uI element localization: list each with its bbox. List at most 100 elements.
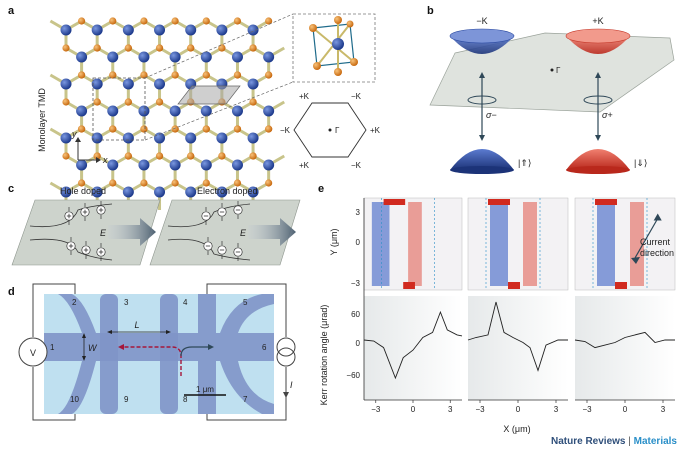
metal-atom — [122, 24, 134, 36]
kerr-profile-line — [467, 301, 568, 372]
chalcogen-atom — [265, 179, 273, 187]
panel-b-label: b — [427, 5, 434, 17]
y-ticks: 3 0 −3 — [351, 208, 361, 288]
metal-atom — [263, 105, 275, 117]
current-source-wire — [206, 283, 287, 337]
bz-label-bottom-left: +K — [299, 161, 310, 170]
brillouin-plane — [429, 32, 675, 113]
chalcogen-atom — [218, 44, 226, 52]
metal-atom — [263, 51, 275, 63]
chalcogen-atom — [265, 125, 273, 133]
metal-atom — [216, 132, 228, 144]
chalcogen-atom — [109, 71, 117, 79]
hole-doped-label: Hole doped — [60, 186, 106, 196]
contact-1: 1 — [50, 343, 55, 352]
chalcogen-atom — [77, 17, 86, 25]
chalcogen-atom — [140, 71, 148, 79]
publisher-name: Nature Reviews — [551, 436, 626, 447]
chalcogen-atom — [171, 179, 179, 187]
metal-atom — [107, 159, 119, 171]
x-tick-label: 0 — [516, 405, 521, 414]
metal-atom — [122, 78, 134, 90]
metal-atom — [247, 186, 259, 198]
metal-atom — [247, 24, 259, 36]
kerr-axis-title: Kerr rotation angle (μrad) — [319, 305, 329, 406]
metal-atom — [200, 105, 212, 117]
plus-k-valley-rim — [565, 28, 631, 44]
unit-cell-box — [92, 77, 146, 141]
metal-atom — [76, 51, 88, 63]
projection-line — [144, 81, 294, 141]
xy-axes: x y — [71, 129, 108, 165]
journal-name: Materials — [633, 436, 677, 447]
metal-atom — [185, 24, 197, 36]
kerr-signal-positive — [523, 202, 537, 286]
kerr-tick-minus60: −60 — [346, 371, 360, 380]
minus-k-label: −K — [476, 16, 487, 26]
metal-atom — [154, 78, 166, 90]
panel-d: d 2 3 4 5 1 6 10 9 8 7 V — [8, 283, 296, 421]
panel-e: e Y (μm) Kerr rotation angle (μrad) 3 0 … — [318, 183, 676, 434]
voltmeter-wire — [32, 367, 76, 421]
current-direction-arrow — [634, 217, 659, 259]
chalcogen-atom — [155, 152, 164, 160]
kerr-ticks: 60 0 −60 — [346, 310, 360, 380]
contact-8: 8 — [183, 395, 188, 404]
gamma-point-label: Γ — [335, 126, 340, 135]
metal-atom — [200, 159, 212, 171]
panel-c: c Hole doped Electron doped E E — [8, 183, 301, 266]
metal-atom — [91, 24, 103, 36]
x-tick-label: 3 — [554, 405, 559, 414]
chalcogen-atom — [62, 98, 70, 106]
contact-10: 10 — [70, 395, 79, 404]
chalcogen-atom — [233, 125, 242, 133]
y-tick-0: 0 — [356, 238, 361, 247]
chalcogen-atom — [93, 98, 101, 106]
metal-atom — [60, 24, 72, 36]
metal-atom — [216, 24, 228, 36]
metal-atom — [169, 105, 181, 117]
metal-atom — [107, 105, 119, 117]
chalcogen-atom — [265, 71, 273, 79]
kerr-signal-positive — [508, 282, 520, 289]
contact-4: 4 — [183, 298, 188, 307]
voltmeter-label: V — [30, 348, 36, 358]
x-tick-label: 0 — [411, 405, 416, 414]
metal-atom — [263, 159, 275, 171]
metal-atom — [122, 132, 134, 144]
contact-2: 2 — [72, 298, 77, 307]
plus-k-valence-valley — [566, 149, 630, 170]
y-axis-title: Y (μm) — [329, 228, 339, 255]
field-label-right: E — [240, 228, 247, 238]
chalcogen-atom — [155, 44, 164, 52]
kerr-tick-0: 0 — [356, 339, 361, 348]
chalcogen-atom — [171, 17, 179, 25]
panel-a: a Monolayer TMD Γ +K — [8, 5, 381, 210]
metal-atom — [76, 105, 88, 117]
chalcogen-atom — [265, 17, 273, 25]
contact-3: 3 — [124, 298, 129, 307]
kerr-map-frame — [467, 197, 569, 291]
bz-label-right: +K — [370, 126, 381, 135]
metal-atom — [60, 132, 72, 144]
x-axis-title: X (μm) — [503, 424, 530, 434]
metal-atom — [185, 186, 197, 198]
current-direction-label-2: direction — [640, 248, 674, 258]
length-label: L — [134, 320, 139, 330]
chalcogen-atom — [187, 44, 195, 52]
projection-line — [144, 13, 294, 79]
footer-credit: Nature Reviews | Materials — [551, 436, 677, 447]
chalcogen-atom — [77, 179, 86, 187]
spin-up-state: |⇑⟩ — [518, 158, 531, 168]
metal-atom — [122, 186, 134, 198]
bz-label-top-left: +K — [299, 92, 310, 101]
kerr-signal-positive — [403, 282, 415, 289]
chalcogen-atom — [140, 179, 148, 187]
chalcogen-atom — [140, 17, 148, 25]
panel-a-label: a — [8, 5, 15, 17]
current-label: I — [290, 380, 293, 390]
kerr-maps — [363, 197, 676, 291]
spin-down-state: |⇓⟩ — [634, 158, 647, 168]
metal-atom — [231, 159, 243, 171]
